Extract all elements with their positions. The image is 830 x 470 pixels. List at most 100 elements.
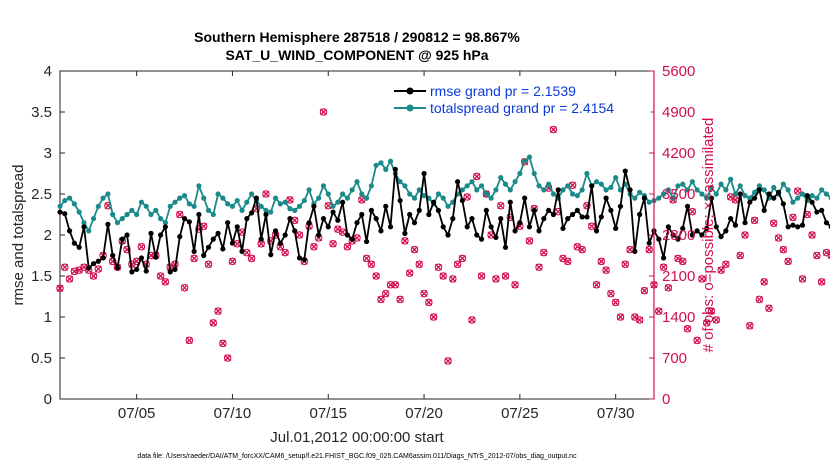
rmse-point — [105, 221, 111, 227]
obs-marker — [813, 251, 821, 260]
totalspread-point — [421, 193, 427, 199]
rmse-point — [330, 209, 336, 215]
totalspread-point — [76, 209, 82, 215]
obs-possible-marker — [468, 316, 476, 324]
totalspread-point — [603, 187, 609, 193]
obs-possible-marker — [386, 281, 395, 289]
totalspread-point — [129, 207, 135, 213]
obs-assimilated-stroke — [708, 307, 715, 315]
obs-marker — [391, 281, 400, 289]
totalspread-point — [134, 211, 140, 218]
rmse-point — [708, 195, 715, 201]
totalspread-point — [387, 158, 394, 164]
obs-possible-marker — [578, 245, 586, 254]
rmse-point — [335, 217, 341, 223]
totalspread-point — [296, 203, 303, 209]
obs-marker — [564, 257, 572, 266]
rmse-point — [502, 244, 509, 250]
rmse-point — [531, 207, 537, 213]
rmse-point — [114, 265, 121, 271]
rmse-point — [498, 216, 504, 222]
obs-possible-marker — [616, 313, 625, 321]
rmse-point — [569, 211, 576, 218]
obs-marker — [219, 339, 227, 348]
obs-assimilated-stroke — [794, 187, 802, 195]
obs-possible-marker — [760, 278, 768, 286]
rmse-point — [493, 234, 499, 241]
totalspread-point — [373, 162, 379, 168]
chart-title-line2: SAT_U_WIND_COMPONENT @ 925 hPa — [225, 47, 488, 63]
totalspread-point — [105, 191, 111, 197]
rmse-point — [546, 207, 552, 213]
obs-possible-marker — [501, 272, 510, 280]
obs-possible-marker — [540, 248, 548, 257]
totalspread-point — [249, 191, 255, 197]
rmse-point — [488, 224, 494, 230]
obs-possible-marker — [401, 237, 409, 245]
obs-possible-marker — [482, 190, 491, 198]
rmse-point — [90, 261, 97, 267]
obs-possible-marker — [473, 172, 481, 181]
rmse-point — [617, 203, 624, 209]
obs-marker — [94, 265, 103, 273]
totalspread-point — [148, 211, 154, 218]
obs-marker — [496, 201, 505, 210]
obs-assimilated-stroke — [525, 237, 533, 245]
totalspread-point — [541, 187, 547, 193]
rmse-point — [100, 255, 106, 261]
totalspread-point — [799, 191, 806, 197]
totalspread-point — [378, 160, 384, 166]
obs-marker — [587, 222, 596, 230]
rmse-point — [138, 255, 145, 261]
rmse-point — [282, 232, 288, 238]
obs-marker — [827, 251, 830, 260]
legend-rmse-label: rmse grand pr = 2.1539 — [430, 83, 576, 99]
totalspread-point — [205, 207, 212, 213]
obs-possible-marker — [415, 260, 424, 269]
obs-possible-marker — [813, 251, 821, 260]
obs-possible-marker — [635, 316, 644, 324]
rmse-point — [627, 187, 633, 193]
obs-possible-marker — [434, 263, 443, 271]
rmse-point — [320, 216, 327, 222]
rmse-point — [761, 207, 767, 213]
obs-assimilated-stroke — [262, 190, 270, 198]
obs-assimilated-stroke — [396, 295, 404, 303]
obs-assimilated-stroke — [564, 257, 572, 265]
totalspread-point — [507, 187, 513, 193]
obs-possible-marker — [640, 286, 649, 295]
x-axis-label: Jul.01,2012 00:00:00 start — [270, 429, 444, 446]
obs-possible-marker — [458, 254, 467, 263]
y-tick-label: 3.5 — [31, 104, 52, 121]
rmse-point — [416, 207, 422, 213]
obs-assimilated-stroke — [56, 284, 64, 292]
rmse-point — [153, 254, 159, 260]
totalspread-point — [330, 203, 336, 209]
obs-marker — [501, 272, 510, 280]
totalspread-point — [229, 203, 236, 209]
obs-assimilated-stroke — [329, 240, 337, 248]
y-tick-label: 1 — [44, 309, 52, 326]
obs-assimilated-stroke — [224, 354, 232, 362]
obs-marker — [463, 193, 471, 201]
totalspread-point — [483, 191, 489, 197]
obs-possible-marker — [429, 313, 438, 321]
rmse-point — [268, 252, 274, 258]
obs-assimilated-stroke — [449, 275, 457, 283]
y-tick-label: 2.5 — [31, 186, 52, 203]
obs-assimilated-stroke — [755, 295, 763, 303]
obs-assimilated-stroke — [746, 322, 754, 330]
obs-assimilated-stroke — [540, 249, 548, 257]
totalspread-point — [124, 211, 130, 218]
obs-marker — [281, 248, 289, 257]
rmse-point — [81, 224, 87, 230]
y2-tick-label: 2100 — [662, 268, 695, 285]
rmse-point — [181, 216, 188, 222]
rmse-point — [325, 224, 331, 230]
obs-assimilated-stroke — [511, 281, 519, 289]
obs-possible-marker — [319, 108, 328, 116]
obs-assimilated-stroke — [133, 257, 141, 265]
rmse-point — [407, 211, 413, 218]
obs-possible-marker — [286, 196, 294, 204]
rmse-point — [71, 240, 77, 246]
